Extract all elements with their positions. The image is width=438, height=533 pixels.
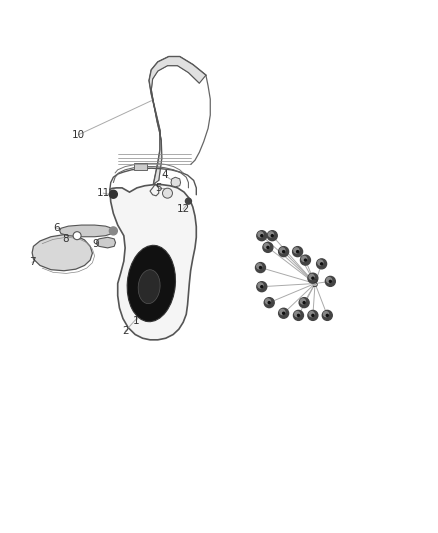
Circle shape	[297, 314, 300, 317]
Ellipse shape	[127, 245, 176, 322]
Text: 2: 2	[122, 326, 128, 336]
Circle shape	[267, 246, 269, 248]
Text: 9: 9	[92, 239, 99, 249]
Text: 6: 6	[53, 223, 60, 233]
Circle shape	[280, 248, 285, 253]
Circle shape	[299, 297, 309, 308]
Circle shape	[297, 251, 299, 253]
Circle shape	[261, 286, 263, 288]
Circle shape	[303, 302, 305, 304]
Circle shape	[257, 264, 262, 269]
Circle shape	[283, 312, 285, 314]
Circle shape	[326, 314, 328, 317]
Circle shape	[304, 259, 307, 261]
Polygon shape	[110, 184, 196, 340]
Polygon shape	[149, 56, 206, 184]
Circle shape	[261, 235, 263, 237]
Text: 10: 10	[72, 130, 85, 140]
Circle shape	[324, 312, 328, 317]
Circle shape	[257, 282, 267, 292]
Circle shape	[321, 263, 323, 265]
Circle shape	[258, 283, 263, 288]
Text: 5: 5	[155, 183, 162, 193]
Polygon shape	[32, 235, 92, 271]
Circle shape	[110, 227, 117, 235]
Circle shape	[258, 232, 263, 237]
Circle shape	[293, 247, 303, 256]
Circle shape	[302, 256, 307, 261]
Polygon shape	[60, 225, 114, 237]
Circle shape	[268, 302, 270, 304]
Text: 7: 7	[29, 257, 35, 267]
Circle shape	[268, 232, 273, 237]
Circle shape	[312, 314, 314, 317]
Circle shape	[309, 312, 314, 317]
Text: 12: 12	[177, 204, 190, 214]
Circle shape	[267, 231, 277, 241]
Circle shape	[264, 297, 274, 308]
Circle shape	[329, 280, 331, 282]
Circle shape	[300, 299, 305, 304]
Circle shape	[317, 259, 327, 269]
Circle shape	[279, 308, 289, 318]
Text: 4: 4	[161, 170, 168, 180]
Circle shape	[257, 231, 267, 241]
Circle shape	[110, 190, 117, 198]
Polygon shape	[171, 177, 180, 187]
Circle shape	[312, 277, 314, 279]
Text: 3: 3	[311, 279, 318, 288]
Text: 1: 1	[133, 316, 139, 326]
Circle shape	[271, 235, 273, 237]
Circle shape	[185, 198, 191, 204]
Circle shape	[293, 310, 304, 320]
Circle shape	[280, 310, 285, 314]
Circle shape	[318, 260, 323, 265]
Circle shape	[322, 310, 332, 320]
Circle shape	[327, 278, 332, 282]
Circle shape	[265, 299, 270, 304]
Circle shape	[73, 232, 81, 240]
Text: 11: 11	[97, 188, 110, 198]
Circle shape	[295, 312, 300, 317]
Circle shape	[259, 266, 261, 269]
Circle shape	[264, 244, 269, 248]
Polygon shape	[134, 163, 147, 170]
Circle shape	[162, 188, 173, 198]
Circle shape	[309, 274, 314, 279]
Circle shape	[279, 247, 289, 256]
Circle shape	[300, 255, 311, 265]
Circle shape	[255, 263, 265, 272]
Circle shape	[308, 273, 318, 283]
Ellipse shape	[138, 270, 160, 304]
Polygon shape	[97, 237, 116, 248]
Circle shape	[308, 310, 318, 320]
Circle shape	[325, 277, 336, 286]
Circle shape	[294, 248, 299, 253]
Circle shape	[283, 251, 285, 253]
Circle shape	[263, 243, 273, 252]
Text: 8: 8	[62, 234, 69, 244]
